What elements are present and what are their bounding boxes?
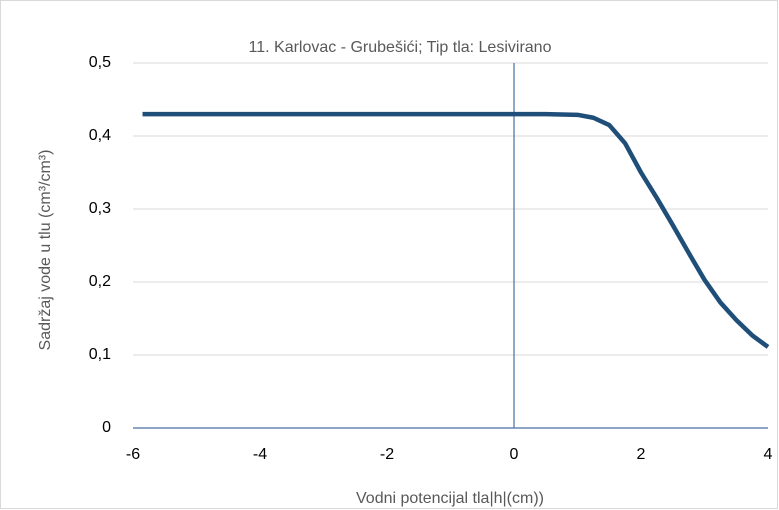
x-tick-label: 4 [764,446,773,463]
chart-title: 11. Karlovac - Grubešići; Tip tla: Lesiv… [249,39,552,56]
x-tick-label: -4 [253,446,267,463]
y-tick-label: 0 [102,419,111,436]
y-tick-label: 0,5 [89,54,111,71]
x-tick-label: 0 [510,446,519,463]
y-tick-label: 0,2 [89,273,111,290]
x-tick-label: 2 [637,446,646,463]
data-line [142,111,770,349]
y-tick-label: 0,1 [89,346,111,363]
y-axis-label: Sadržaj vode u tlu (cm³/cm³) [37,150,54,351]
x-tick-label: -2 [380,446,394,463]
y-tick-label: 0,3 [89,200,111,217]
y-tick-label: 0,4 [89,127,111,144]
x-tick-label: -6 [126,446,140,463]
x-axis-label: Vodni potencijal tla|h|(cm)) [356,490,544,507]
